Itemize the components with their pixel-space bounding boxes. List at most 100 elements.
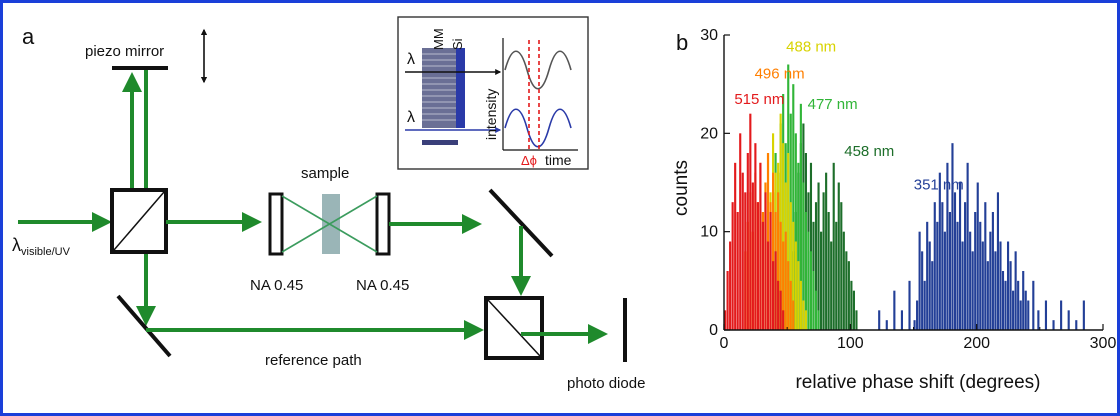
histogram-bar [825,172,828,330]
histogram-bar [746,153,749,330]
histogram-bar [840,202,843,330]
histogram-bar [976,182,979,330]
histogram-bar [1014,251,1017,330]
piezo-mirror-label: piezo mirror [85,43,164,60]
histogram-bar [923,280,926,330]
source-lambda: λvisible/UV [12,235,71,258]
histogram-bar [885,320,888,330]
x-tick-label: 100 [837,335,864,352]
wavelength-labels: 515 nm 496 nm 488 nm 477 nm 458 nm 351 nm [734,39,963,194]
histogram-bar [794,241,797,330]
histogram-bar [794,133,797,330]
wavelength-label: 488 nm [786,39,836,56]
histogram-bar [799,280,802,330]
y-tick-label: 10 [700,224,718,241]
histogram-bar [845,251,848,330]
histogram-bar [759,162,762,330]
inset-mm-stripes [422,53,456,121]
histogram-bar [900,310,903,330]
histogram-bar [1004,280,1007,330]
histogram-bar [774,251,777,330]
histogram-bar [787,153,790,330]
histogram-bar [764,192,767,330]
histogram-bar [769,212,772,330]
histogram-bar [777,280,780,330]
histogram-bar [814,290,818,330]
histogram-bar [986,261,989,330]
histogram-bar [754,143,757,330]
histogram-bar [804,212,807,330]
histogram-bar [928,241,931,330]
histogram-bar [969,231,972,330]
histogram-bar [1022,271,1025,330]
histogram-bar [908,280,911,330]
histogram-bar [961,241,964,330]
histogram-bar [779,290,782,330]
histogram-bar [787,261,790,330]
histogram-bar [964,202,967,330]
histogram-bar [953,192,957,330]
inset-phase-schematic: MM Si λ λ intensity Δϕ time [397,16,589,170]
objective-right [375,192,391,256]
histogram-bar [1019,300,1022,330]
histogram-bar [809,251,813,330]
beam-splitter-1-diagonal [113,191,165,251]
histogram-bar [855,310,858,330]
y-axis-label: counts [671,160,692,216]
histogram-bar [913,320,916,330]
x-tick-label: 200 [963,335,990,352]
histogram-bar [931,261,934,330]
histogram-bar [809,162,813,330]
histogram-bar [1082,300,1085,330]
histogram-bar [832,162,835,330]
histogram-bar [918,231,921,330]
histogram-bar [782,143,785,330]
wavelength-label: 477 nm [808,96,858,113]
histogram-bar [814,202,818,330]
histogram-bar [1012,290,1015,330]
histogram-bar [731,202,734,330]
y-tick-label: 30 [700,27,718,44]
histogram-bar [946,162,949,330]
wavelength-label: 496 nm [755,65,805,82]
histogram-bar [1017,280,1020,330]
histogram-bar [938,172,941,330]
histogram-bar [916,300,919,330]
histogram-bar [739,133,742,330]
inset-lambda-top: λ [407,51,415,68]
histogram-bar [994,251,997,330]
na-right-label: NA 0.45 [356,277,409,294]
histogram-bar [751,182,754,330]
histogram-bar [996,192,1000,330]
histogram-ticks: 0 100 200 300 0 10 20 30 [700,27,1116,352]
histogram-bar [878,310,881,330]
histogram-bar [729,241,732,330]
histogram-bar [991,212,994,330]
histogram-bar [921,251,924,330]
histogram-bar [1009,261,1012,330]
histogram-bar [958,182,962,330]
histogram-bar [847,261,850,330]
histogram-bar [784,231,787,330]
histogram-bar [804,310,807,330]
histogram-bar [974,212,977,330]
histogram-bar [797,162,800,330]
histogram-bar [817,182,820,330]
histogram-bar [736,212,739,330]
histogram-bar [789,280,792,330]
histogram-bar [797,261,800,330]
histogram-bar [956,221,959,330]
histogram-bar [1037,310,1040,330]
inset-intensity-label: intensity [483,89,499,140]
histogram-bar [820,231,823,330]
histogram-bar [943,231,946,330]
histogram-bar [822,192,825,330]
histogram-bar [734,162,737,330]
x-tick-label: 0 [720,335,729,352]
wavelength-label: 515 nm [734,91,784,108]
histogram-bar [1024,290,1027,330]
histogram-bar [802,300,805,330]
histogram-bar [1032,280,1035,330]
histogram-bar [1027,300,1030,330]
